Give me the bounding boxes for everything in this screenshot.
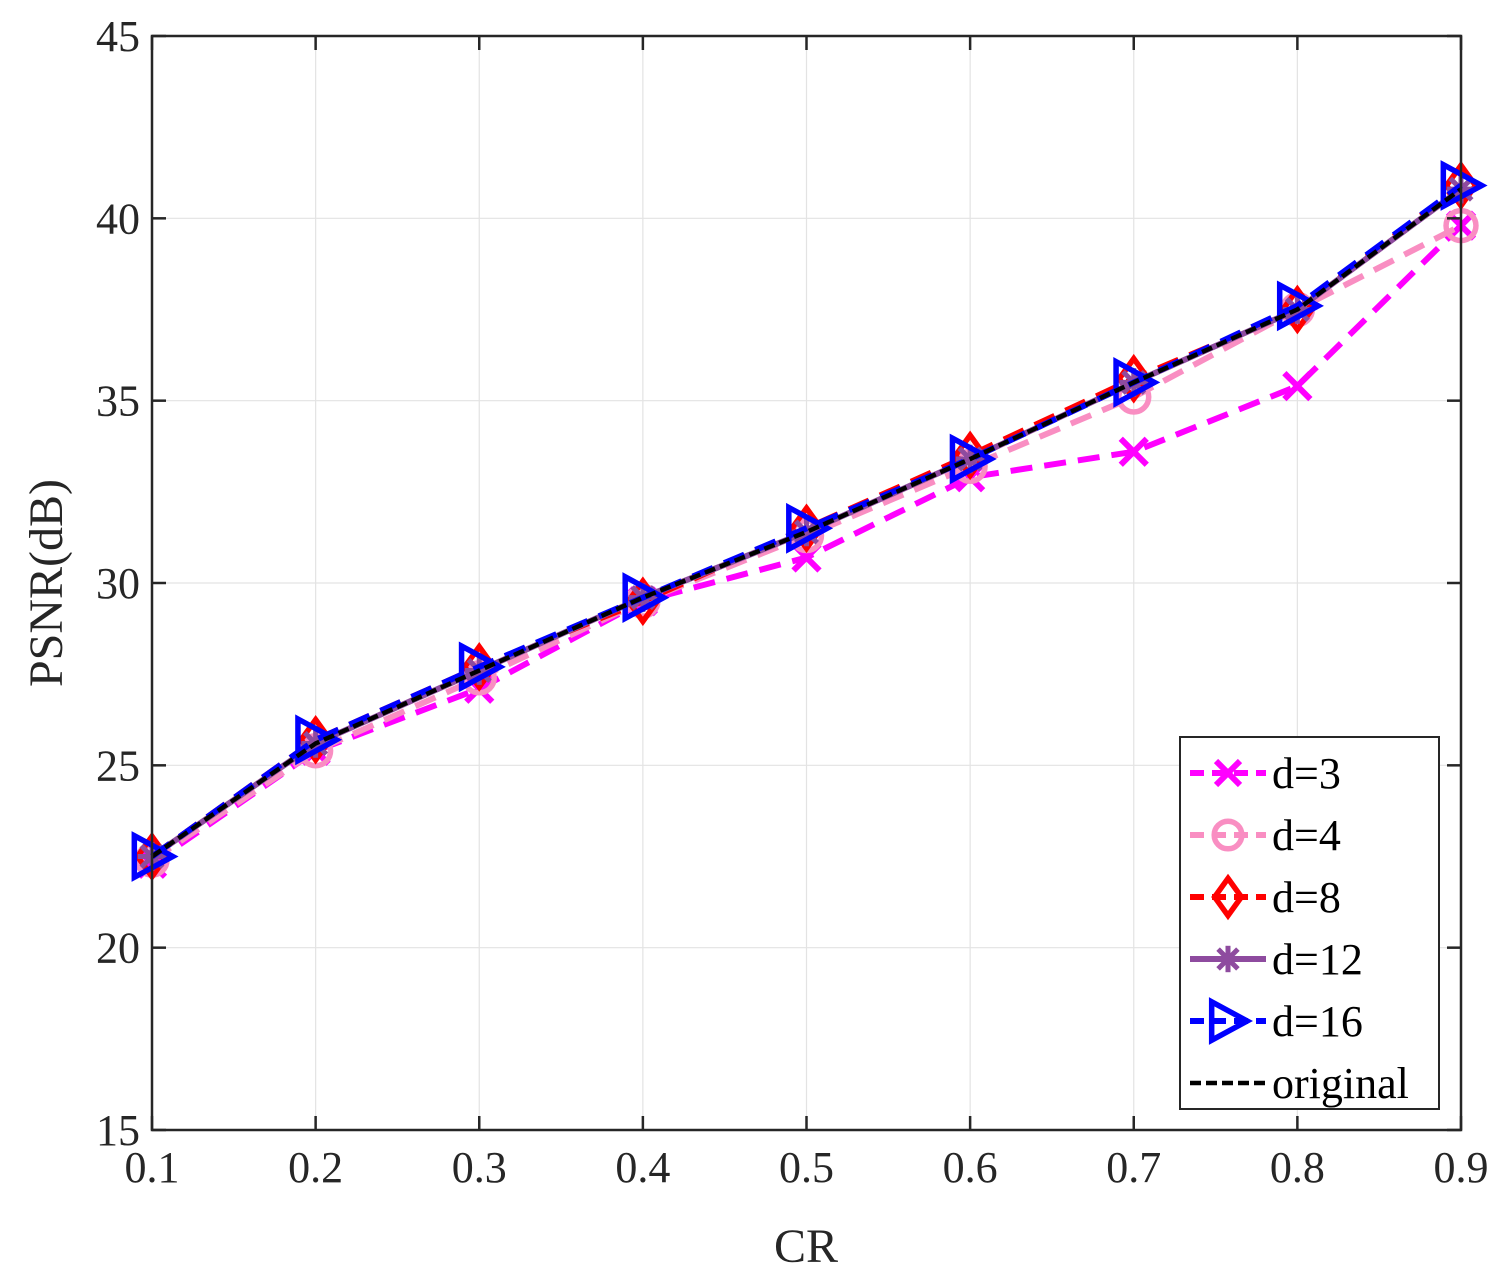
x-tick-label: 0.1: [125, 1143, 180, 1192]
marker-stroke: [1213, 758, 1243, 788]
point-marker-triangle: [295, 714, 343, 766]
point-marker-asterisk: [1214, 945, 1242, 973]
x-tick-label: 0.2: [288, 1143, 343, 1192]
legend-entry: d=3: [1190, 749, 1341, 798]
legend-label: d=4: [1272, 811, 1341, 860]
legend-label: d=12: [1272, 935, 1363, 984]
point-marker-triangle: [131, 831, 179, 882]
x-tick-label: 0.9: [1434, 1143, 1489, 1192]
axis-ticks: [150, 34, 1463, 1132]
legend: d=3 d=4 d=8 d=12 d=16 original: [1179, 736, 1440, 1110]
legend-box: [1179, 736, 1440, 1110]
x-tick-label: 0.3: [452, 1143, 507, 1192]
y-tick-label: 45: [96, 12, 140, 61]
series-original: [150, 187, 1463, 859]
series-layer: [131, 160, 1488, 882]
series-line: [150, 183, 1463, 859]
marker-stroke: [1282, 370, 1313, 402]
y-tick-label: 20: [96, 924, 140, 973]
legend-label: d=8: [1272, 873, 1341, 922]
point-marker-triangle: [1440, 160, 1488, 211]
x-tick-label: 0.4: [615, 1143, 670, 1192]
point-marker-x: [1118, 436, 1149, 467]
y-tick-label: 40: [96, 194, 140, 243]
y-axis-title: PSNR(dB): [20, 479, 73, 687]
point-marker-triangle: [1208, 997, 1253, 1045]
point-marker-triangle: [786, 502, 834, 554]
point-marker-triangle: [1113, 357, 1161, 408]
x-tick-label: 0.6: [943, 1143, 998, 1192]
legend-entry: d=4: [1190, 811, 1341, 860]
point-marker-x: [1213, 758, 1243, 788]
legend-label: original: [1272, 1059, 1409, 1108]
point-marker-diamond: [1211, 873, 1245, 921]
point-marker-triangle: [1276, 280, 1324, 332]
legend-entry: original: [1190, 1059, 1409, 1108]
y-tick-label: 25: [96, 741, 140, 790]
series-d-16: [131, 160, 1488, 882]
y-tick-label: 30: [96, 559, 140, 608]
point-marker-circle: [1211, 818, 1245, 852]
x-tick-label: 0.5: [779, 1143, 834, 1192]
x-tick-label: 0.8: [1270, 1143, 1325, 1192]
marker-stroke: [794, 519, 819, 545]
legend-label: d=16: [1272, 997, 1363, 1046]
legend-entry: d=8: [1190, 873, 1341, 922]
legend-entry: d=12: [1190, 935, 1363, 984]
point-marker-triangle: [458, 641, 506, 693]
point-marker-x: [1282, 370, 1313, 402]
series-line: [150, 187, 1463, 859]
axis-tick-labels: 0.1 0.2 0.3 0.4 0.5 0.6 0.7 0.8 0.9 15 20 25 30 35 40 4…: [96, 12, 1489, 1192]
legend-entry: d=16: [1190, 997, 1363, 1046]
marker-stroke: [1118, 436, 1149, 467]
x-tick-label: 0.7: [1106, 1143, 1161, 1192]
x-axis-title: CR: [774, 1220, 838, 1273]
point-marker-triangle: [949, 433, 997, 485]
legend-label: d=3: [1272, 749, 1341, 798]
point-marker-triangle: [622, 572, 670, 623]
y-tick-label: 15: [96, 1106, 140, 1155]
y-tick-label: 35: [96, 377, 140, 426]
marker-stroke: [1216, 947, 1240, 971]
